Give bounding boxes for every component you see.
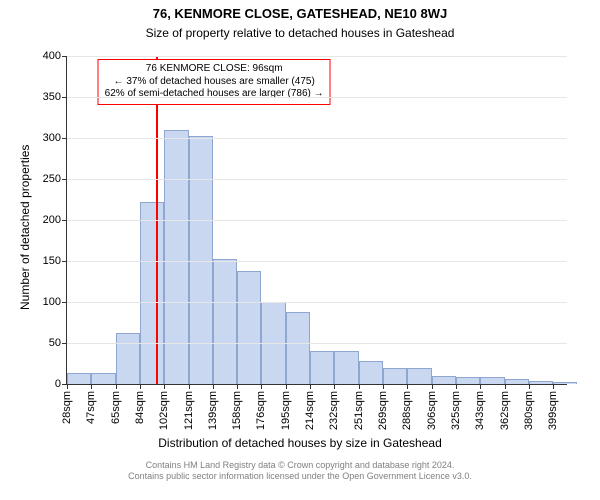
histogram-bar bbox=[286, 312, 310, 384]
histogram-bar bbox=[91, 373, 115, 384]
x-tick-label: 362sqm bbox=[499, 384, 511, 430]
y-tick-label: 100 bbox=[43, 296, 67, 308]
histogram-bar bbox=[310, 351, 334, 384]
x-tick-label: 232sqm bbox=[328, 384, 340, 430]
histogram-bar bbox=[237, 271, 261, 384]
x-tick-label: 306sqm bbox=[426, 384, 438, 430]
histogram-bar bbox=[432, 376, 456, 384]
histogram-bar bbox=[164, 130, 188, 384]
x-tick-label: 214sqm bbox=[304, 384, 316, 430]
histogram-bar bbox=[213, 259, 237, 384]
grid-line bbox=[67, 220, 567, 221]
annotation-line: 76 KENMORE CLOSE: 96sqm bbox=[105, 63, 324, 76]
histogram-bar bbox=[140, 202, 164, 384]
grid-line bbox=[67, 179, 567, 180]
y-tick-label: 400 bbox=[43, 50, 67, 62]
y-tick-label: 250 bbox=[43, 173, 67, 185]
x-axis-title: Distribution of detached houses by size … bbox=[0, 436, 600, 450]
grid-line bbox=[67, 302, 567, 303]
y-axis-title: Number of detached properties bbox=[18, 145, 32, 310]
histogram-bar bbox=[67, 373, 91, 384]
chart-title: 76, KENMORE CLOSE, GATESHEAD, NE10 8WJ bbox=[0, 6, 600, 21]
footer-attribution: Contains HM Land Registry data © Crown c… bbox=[0, 460, 600, 483]
y-tick-label: 50 bbox=[49, 337, 67, 349]
grid-line bbox=[67, 343, 567, 344]
x-tick-label: 343sqm bbox=[474, 384, 486, 430]
x-tick-label: 28sqm bbox=[61, 384, 73, 424]
histogram-bar bbox=[383, 368, 407, 384]
histogram-bar bbox=[334, 351, 358, 384]
x-tick-label: 176sqm bbox=[255, 384, 267, 430]
annotation-line: 62% of semi-detached houses are larger (… bbox=[105, 88, 324, 101]
chart-subtitle: Size of property relative to detached ho… bbox=[0, 26, 600, 40]
x-tick-label: 269sqm bbox=[377, 384, 389, 430]
x-tick-label: 65sqm bbox=[110, 384, 122, 424]
x-tick-label: 195sqm bbox=[280, 384, 292, 430]
grid-line bbox=[67, 56, 567, 57]
y-tick-label: 200 bbox=[43, 214, 67, 226]
grid-line bbox=[67, 261, 567, 262]
grid-line bbox=[67, 138, 567, 139]
x-tick-label: 102sqm bbox=[158, 384, 170, 430]
footer-line: Contains public sector information licen… bbox=[0, 471, 600, 482]
x-tick-label: 288sqm bbox=[401, 384, 413, 430]
y-tick-label: 300 bbox=[43, 132, 67, 144]
x-tick-label: 158sqm bbox=[231, 384, 243, 430]
histogram-bar bbox=[407, 368, 431, 384]
y-tick-label: 350 bbox=[43, 91, 67, 103]
x-tick-label: 47sqm bbox=[85, 384, 97, 424]
histogram-bar bbox=[359, 361, 383, 384]
x-tick-label: 325sqm bbox=[450, 384, 462, 430]
x-tick-label: 84sqm bbox=[134, 384, 146, 424]
histogram-chart: 76, KENMORE CLOSE, GATESHEAD, NE10 8WJ S… bbox=[0, 0, 600, 500]
grid-line bbox=[67, 97, 567, 98]
histogram-bar bbox=[116, 333, 140, 384]
x-tick-label: 251sqm bbox=[353, 384, 365, 430]
x-tick-label: 399sqm bbox=[547, 384, 559, 430]
x-tick-label: 380sqm bbox=[523, 384, 535, 430]
x-tick-label: 121sqm bbox=[183, 384, 195, 430]
plot-area: 76 KENMORE CLOSE: 96sqm ← 37% of detache… bbox=[66, 56, 567, 385]
annotation-line: ← 37% of detached houses are smaller (47… bbox=[105, 76, 324, 89]
y-tick-label: 150 bbox=[43, 255, 67, 267]
x-tick-label: 139sqm bbox=[207, 384, 219, 430]
footer-line: Contains HM Land Registry data © Crown c… bbox=[0, 460, 600, 471]
